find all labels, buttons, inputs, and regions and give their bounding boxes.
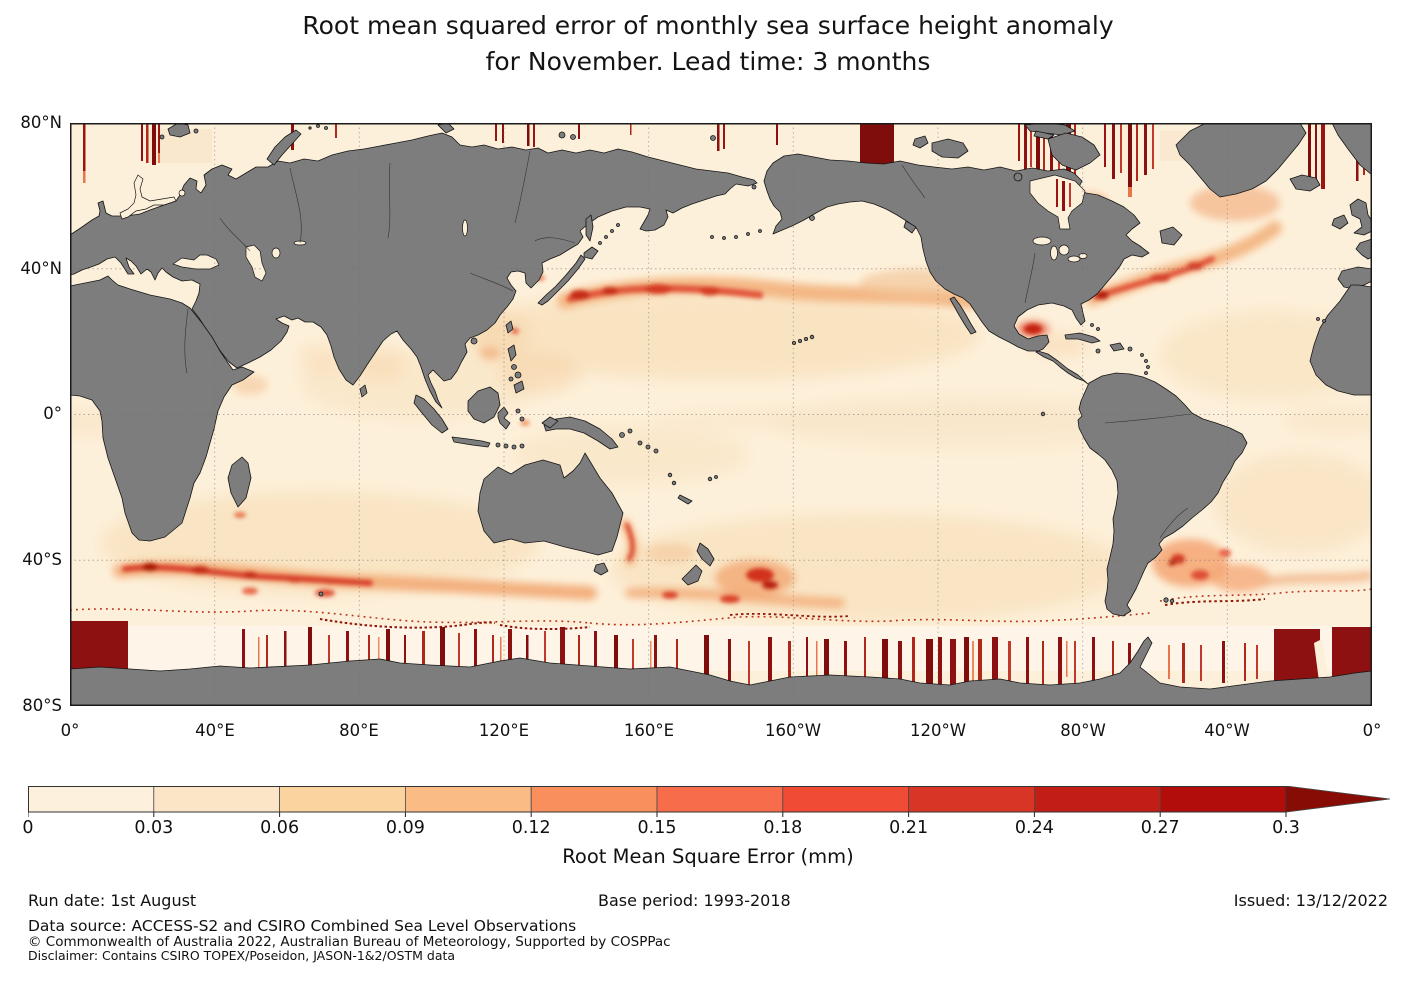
colorbar-segment: [782, 786, 909, 813]
colorbar-extend-arrow-icon: [1285, 786, 1390, 813]
lon-tick-label: 40°E: [195, 721, 235, 740]
lon-tick-label: 80°E: [339, 721, 379, 740]
antarctic-stripes: [70, 621, 1372, 689]
colorbar-tick-label: 0.21: [889, 818, 929, 838]
colorbar: [28, 786, 1390, 817]
base-period-text: Base period: 1993-2018: [598, 891, 791, 910]
lat-tick-label: 40°S: [22, 550, 62, 569]
run-date-text: Run date: 1st August: [28, 891, 197, 910]
lon-tick-label: 0°: [1362, 721, 1382, 740]
hudson-bay-stripes: [1056, 179, 1071, 211]
colorbar-segment: [28, 786, 155, 813]
lat-tick-label: 40°N: [20, 259, 62, 278]
speckle-band: [70, 588, 1372, 630]
lon-tick-label: 40°W: [1204, 721, 1250, 740]
colorbar-segment: [279, 786, 406, 813]
colorbar-segment: [530, 786, 658, 813]
antarctic-pale-band: [70, 626, 1372, 671]
colorbar-tick-label: 0.18: [763, 818, 803, 838]
figure-title-line1: Root mean squared error of monthly sea s…: [302, 11, 1114, 40]
colorbar-segment: [656, 786, 784, 813]
data-source-text: Data source: ACCESS-S2 and CSIRO Combine…: [28, 917, 577, 935]
lon-tick-label: 160°E: [623, 721, 675, 740]
disclaimer-text: Disclaimer: Contains CSIRO TOPEX/Poseido…: [28, 948, 456, 963]
colorbar-segment: [404, 786, 532, 813]
colorbar-segments: [28, 786, 1390, 813]
lat-tick-label: 0°: [43, 404, 62, 423]
rmse-cores: [122, 256, 1231, 603]
map-border: [70, 123, 1372, 706]
lon-tick-label: 120°W: [909, 721, 967, 740]
colorbar-tick-label: 0.06: [260, 818, 300, 838]
lon-tick-label: 0°: [60, 721, 80, 740]
grid-layer: [70, 123, 1372, 706]
lat-tick-label: 80°N: [20, 113, 62, 132]
lat-tick-label: 80°S: [22, 696, 62, 715]
colorbar-tick-marks: [28, 812, 1287, 817]
colorbar-tick-label: 0.24: [1014, 818, 1054, 838]
figure-title-line2: for November. Lead time: 3 months: [485, 47, 931, 76]
colorbar-outline: [28, 786, 1287, 813]
colorbar-tick-label: 0: [22, 818, 34, 838]
colorbar-segment: [908, 786, 1035, 813]
colorbar-segment: [153, 786, 281, 813]
colorbar-tick-label: 0.12: [511, 818, 551, 838]
colorbar-tick-label: 0.09: [385, 818, 425, 838]
copyright-text: © Commonwealth of Australia 2022, Austra…: [28, 934, 671, 950]
colorbar-segment: [1034, 786, 1161, 813]
lon-tick-label: 80°W: [1060, 721, 1106, 740]
lon-tick-label: 120°E: [478, 721, 530, 740]
issued-text: Issued: 13/12/2022: [1233, 891, 1388, 910]
colorbar-segment: [1159, 786, 1287, 813]
colorbar-tick-label: 0.27: [1140, 818, 1180, 838]
colorbar-tick-label: 0.15: [637, 818, 677, 838]
colorbar-axis-label: Root Mean Square Error (mm): [562, 845, 854, 868]
map-plot: [70, 123, 1372, 706]
colorbar-tick-label: 0.3: [1272, 818, 1300, 838]
colorbar-tick-label: 0.03: [134, 818, 174, 838]
rivers-layer: [184, 150, 1192, 539]
lon-tick-label: 160°W: [764, 721, 822, 740]
